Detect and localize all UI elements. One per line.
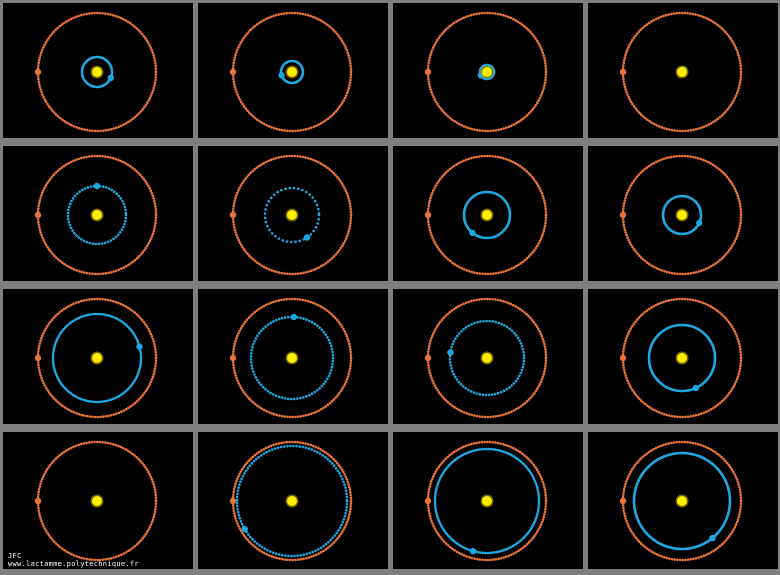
panel	[198, 3, 388, 138]
inner-planet	[93, 182, 101, 190]
sun	[677, 67, 687, 77]
inner-planet	[278, 72, 285, 79]
sun	[92, 353, 102, 363]
sun	[677, 496, 687, 506]
sun	[287, 210, 297, 220]
sun	[677, 210, 687, 220]
inner-planet	[241, 525, 248, 533]
outer-planet	[34, 211, 42, 219]
sun	[287, 353, 297, 363]
outer-planet	[619, 497, 627, 505]
inner-planet	[709, 534, 716, 542]
inner-planet	[290, 313, 298, 321]
sun	[287, 67, 297, 77]
sun	[482, 496, 492, 506]
inner-orbit	[279, 59, 305, 85]
panel	[198, 289, 388, 424]
outer-planet	[424, 354, 432, 362]
panel	[393, 432, 583, 569]
inner-orbit	[661, 194, 703, 236]
sun	[92, 210, 102, 220]
panel	[588, 3, 778, 138]
inner-orbit	[263, 186, 321, 244]
outer-planet	[229, 211, 237, 219]
inner-orbit	[80, 55, 114, 89]
outer-planet	[34, 497, 42, 505]
sun	[482, 210, 492, 220]
inner-orbit	[433, 447, 541, 555]
inner-orbit	[647, 323, 717, 393]
outer-planet	[424, 211, 432, 219]
panel	[198, 432, 388, 569]
outer-planet	[229, 497, 237, 505]
sun	[482, 67, 492, 77]
outer-planet	[229, 68, 237, 76]
inner-orbit	[478, 63, 496, 81]
outer-planet	[619, 354, 627, 362]
outer-planet	[424, 497, 432, 505]
sun	[677, 353, 687, 363]
outer-planet	[34, 68, 42, 76]
outer-planet	[229, 354, 237, 362]
inner-planet	[469, 547, 477, 555]
outer-planet	[424, 68, 432, 76]
inner-planet	[696, 219, 703, 227]
inner-planet	[692, 384, 700, 392]
panel	[588, 146, 778, 281]
outer-planet	[34, 354, 42, 362]
inner-orbit	[462, 190, 512, 240]
panel	[393, 289, 583, 424]
inner-orbit	[51, 312, 143, 404]
inner-orbit	[235, 444, 349, 558]
panel-grid	[3, 3, 778, 569]
inner-planet	[136, 343, 143, 350]
panel	[393, 146, 583, 281]
sun	[482, 353, 492, 363]
panel	[3, 289, 193, 424]
inner-orbit	[632, 451, 732, 551]
inner-planet	[303, 234, 311, 241]
inner-planet	[469, 229, 476, 237]
sun	[92, 67, 102, 77]
panel	[198, 146, 388, 281]
outer-planet	[619, 211, 627, 219]
inner-planet	[447, 349, 454, 356]
inner-planet	[107, 74, 114, 82]
url-credit: www.lactamme.polytechnique.fr	[8, 560, 139, 568]
sun	[287, 496, 297, 506]
panel	[393, 3, 583, 138]
panel	[3, 432, 193, 569]
panel	[3, 3, 193, 138]
panel	[588, 289, 778, 424]
panel	[588, 432, 778, 569]
author-credit: JFC	[8, 552, 22, 560]
outer-planet	[619, 68, 627, 76]
panel	[3, 146, 193, 281]
sun	[92, 496, 102, 506]
inner-orbit	[448, 319, 526, 397]
